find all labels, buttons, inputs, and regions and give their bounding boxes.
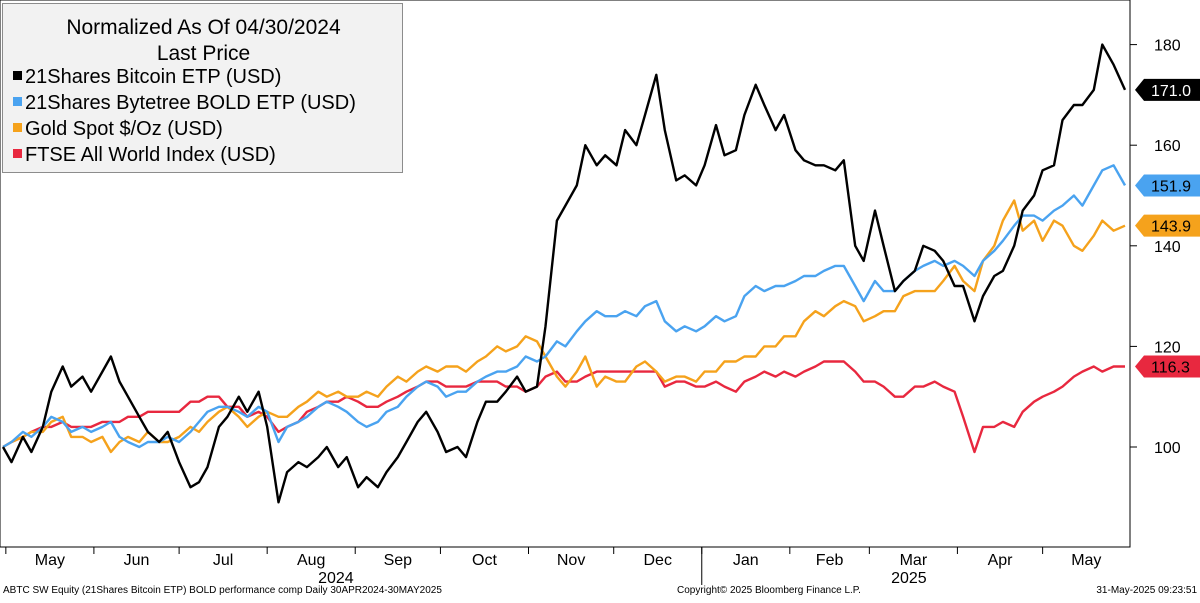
x-tick-label-aug-3: Aug	[297, 552, 325, 569]
last-value-tag-21shares-bytetree-bold-etp-usd: 151.9	[1135, 174, 1200, 197]
footer-copyright: Copyright© 2025 Bloomberg Finance L.P.	[677, 585, 861, 596]
plot-frame	[0, 0, 1131, 548]
last-value-tag-21shares-bitcoin-etp-usd: 171.0	[1135, 78, 1200, 101]
series-line-ftse-all-world-index-usd	[2, 360, 1125, 454]
legend-entry-ftse-all-world: FTSE All World Index (USD)	[13, 144, 276, 167]
x-tick-label-jan-8: Jan	[733, 552, 759, 569]
series-line-21shares-bitcoin-etp-usd	[1, 43, 1127, 504]
series-line-21shares-bytetree-bold-etp-usd	[2, 164, 1127, 449]
last-value-tag-bg	[1135, 214, 1200, 237]
y-tick-label-120: 120	[1154, 339, 1181, 356]
footer-timestamp: 31-May-2025 09:23:51	[1096, 585, 1197, 596]
legend-label-bitcoin-etp: 21Shares Bitcoin ETP (USD)	[25, 66, 282, 88]
x-tick-label-sep-4: Sep	[384, 552, 413, 569]
x-tick-label-jun-1: Jun	[124, 552, 150, 569]
legend-entry-bitcoin-etp: 21Shares Bitcoin ETP (USD)	[13, 66, 281, 89]
last-value-tag-bg	[1135, 174, 1200, 197]
legend: Normalized As Of 04/30/2024 Last Price 2…	[2, 3, 403, 173]
last-value-label: 143.9	[1151, 219, 1191, 236]
last-value-tag-bg	[1135, 78, 1200, 101]
last-value-label: 116.3	[1151, 360, 1190, 377]
legend-label-ftse-all-world: FTSE All World Index (USD)	[25, 144, 276, 166]
series-layer	[1, 43, 1127, 504]
x-tick-label-nov-6: Nov	[557, 552, 585, 569]
legend-entry-bold-etp: 21Shares Bytetree BOLD ETP (USD)	[13, 92, 356, 115]
series-line-gold-spot-oz-usd	[2, 199, 1126, 454]
legend-swatch-gold-spot	[13, 123, 22, 133]
last-value-tag-ftse-all-world-index-usd: 116.3	[1135, 355, 1200, 378]
x-tick-label-may-0: May	[35, 552, 65, 569]
legend-label-gold-spot: Gold Spot $/Oz (USD)	[25, 118, 223, 140]
x-tick-label-mar-10: Mar	[900, 552, 928, 569]
x-tick-label-feb-9: Feb	[816, 552, 844, 569]
legend-swatch-ftse-all-world	[13, 149, 22, 159]
x-tick-label-oct-5: Oct	[472, 552, 497, 569]
x-tick-label-may-12: May	[1071, 552, 1101, 569]
legend-swatch-bitcoin-etp	[13, 71, 22, 81]
last-value-label: 171.0	[1151, 83, 1191, 100]
y-tick-label-180: 180	[1154, 38, 1181, 55]
axis-layer: 100 120 140 160 180 171.0 151.9 143.9 116.3 May Ju…	[0, 0, 1200, 587]
chart-subtitle: Last Price	[156, 42, 251, 65]
last-value-tag-bg	[1135, 355, 1200, 378]
chart-title: Normalized As Of 04/30/2024	[66, 16, 341, 39]
last-value-tag-gold-spot-oz-usd: 143.9	[1135, 214, 1200, 237]
x-tick-label-dec-7: Dec	[644, 552, 672, 569]
legend-label-bold-etp: 21Shares Bytetree BOLD ETP (USD)	[25, 92, 356, 114]
last-value-label: 151.9	[1151, 178, 1191, 195]
legend-swatch-bold-etp	[13, 97, 22, 107]
y-tick-label-140: 140	[1154, 239, 1181, 256]
y-tick-label-100: 100	[1154, 440, 1181, 457]
legend-entry-gold-spot: Gold Spot $/Oz (USD)	[13, 118, 223, 141]
y-tick-label-160: 160	[1154, 138, 1181, 155]
x-tick-label-apr-11: Apr	[988, 552, 1014, 569]
year-label-2025: 2025	[891, 570, 927, 587]
footer-security-description: ABTC SW Equity (21Shares Bitcoin ETP) BO…	[3, 585, 442, 596]
x-tick-label-jul-2: Jul	[213, 552, 233, 569]
year-label-2024: 2024	[318, 570, 354, 587]
